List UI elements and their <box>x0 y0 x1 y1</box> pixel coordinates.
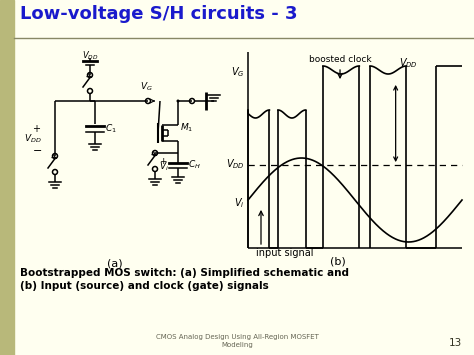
Text: (a): (a) <box>107 258 123 268</box>
Text: 13: 13 <box>449 338 462 348</box>
Text: boosted clock: boosted clock <box>309 55 371 64</box>
Text: $C_1$: $C_1$ <box>105 123 117 135</box>
Text: $+$: $+$ <box>159 156 168 166</box>
Text: Low-voltage S/H circuits - 3: Low-voltage S/H circuits - 3 <box>20 5 298 23</box>
Text: $V_G$: $V_G$ <box>140 81 152 93</box>
Text: (b) Input (source) and clock (gate) signals: (b) Input (source) and clock (gate) sign… <box>20 281 269 291</box>
Text: $-$: $-$ <box>32 144 42 154</box>
Text: $V_i$: $V_i$ <box>159 161 169 173</box>
Text: $V_{DD}$: $V_{DD}$ <box>24 133 42 145</box>
Text: $M_1$: $M_1$ <box>180 122 193 134</box>
Text: (b): (b) <box>330 256 346 266</box>
Text: $V_i$: $V_i$ <box>235 196 245 210</box>
Bar <box>0 0 14 355</box>
Text: Bootstrapped MOS switch: (a) Simplified schematic and: Bootstrapped MOS switch: (a) Simplified … <box>20 268 349 278</box>
Text: $V_{DD}$: $V_{DD}$ <box>82 49 98 61</box>
Text: $C_H$: $C_H$ <box>188 159 201 171</box>
Text: Modeling: Modeling <box>221 342 253 348</box>
Text: $V_{DD}$: $V_{DD}$ <box>226 157 245 171</box>
Text: $V_G$: $V_G$ <box>231 65 245 79</box>
Text: input signal: input signal <box>256 248 313 258</box>
Circle shape <box>176 99 180 103</box>
Text: $V_{DD}$: $V_{DD}$ <box>399 56 418 70</box>
Text: CMOS Analog Design Using All-Region MOSFET: CMOS Analog Design Using All-Region MOSF… <box>155 334 319 340</box>
Text: $+$: $+$ <box>33 124 42 135</box>
